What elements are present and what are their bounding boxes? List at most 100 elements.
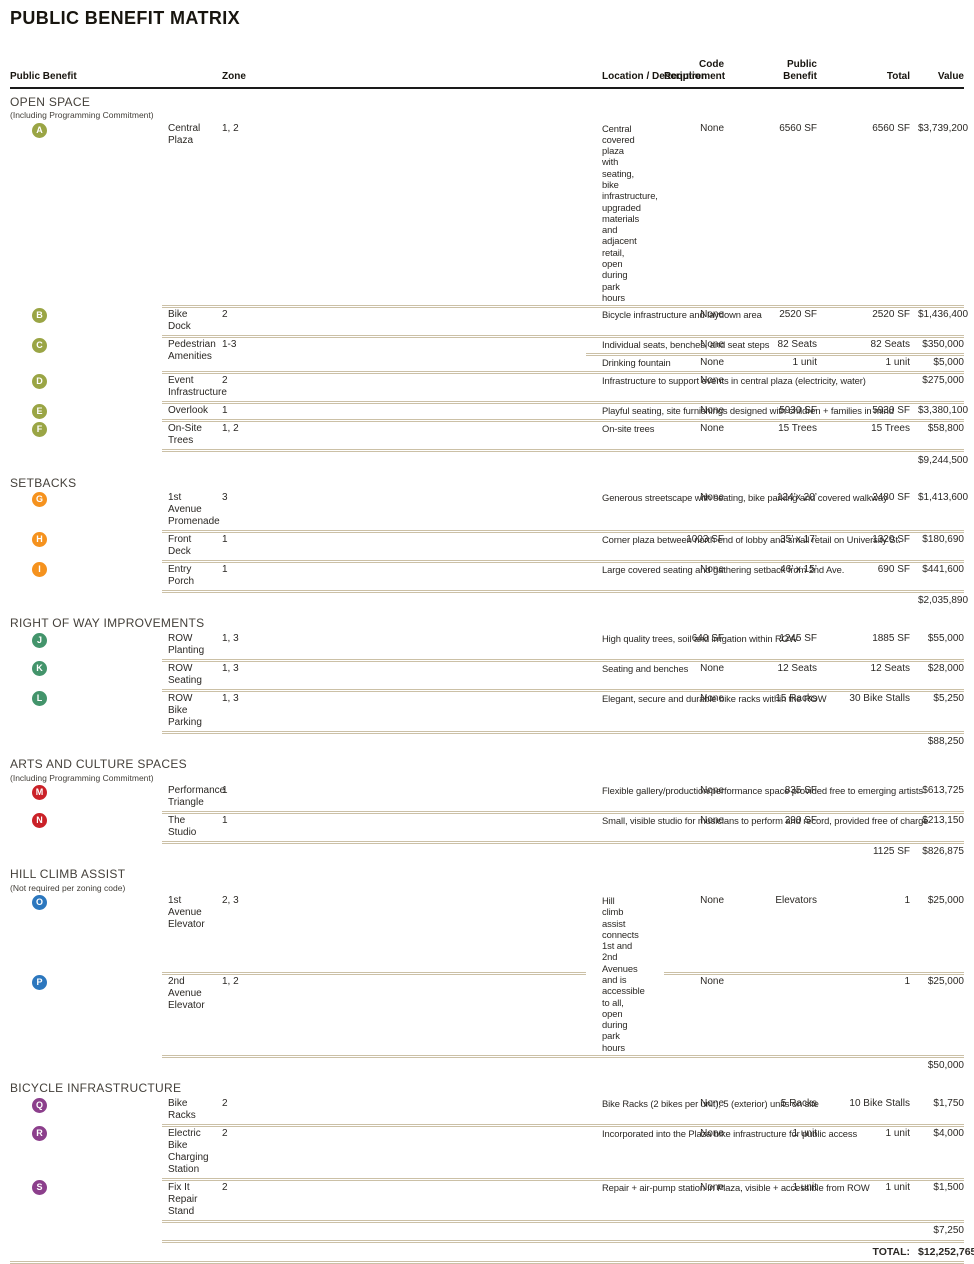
section-subtotal-row: $2,035,890 [10, 591, 968, 610]
row-description: Repair + air-pump station in Plaza, visi… [586, 1179, 870, 1223]
row-description: Flexible gallery/production/performance … [586, 783, 923, 814]
row-badge: H [32, 532, 47, 548]
row-name: Front Deck [162, 531, 206, 563]
row-badge: A [32, 122, 47, 138]
row-value: $275,000 [918, 372, 964, 405]
benefit-row-O: O 1st Avenue Elevator 2, 3 Hill climb assis… [10, 894, 964, 1058]
row-description: Corner plaza between north end of lobby … [586, 531, 901, 563]
row-value: $441,600 [918, 561, 964, 593]
row-name: Performance Triangle [162, 783, 225, 814]
row-value: $1,500 [918, 1179, 964, 1223]
row-zone: 1, 2 [206, 420, 586, 453]
row-total: 1 [828, 894, 918, 976]
section-subtotal-row: $9,244,500 [10, 451, 969, 470]
row-code-requirement: None [664, 420, 736, 453]
row-description: Large covered seating and gathering setb… [586, 561, 844, 593]
row-public-benefit: 46’ x 15’ [736, 561, 828, 593]
row-code-requirement: None [664, 336, 736, 357]
row-badge: Q [32, 1097, 47, 1113]
section-subtotal-row: $7,250 [10, 1221, 964, 1244]
row-zone: 1, 2 [206, 973, 586, 1058]
row-code-requirement: None [664, 354, 736, 375]
row-name: ROW Bike Parking [162, 690, 206, 734]
row-value: $1,436,400 [918, 306, 968, 339]
benefit-row-P: P 2nd Avenue Elevator 1, 2 None 1 $25,000 [10, 973, 964, 1058]
section-title: RIGHT OF WAY IMPROVEMENTS [10, 616, 205, 631]
subtotal-value: $7,250 [918, 1221, 964, 1244]
section-header-row: HILL CLIMB ASSIST (Not required per zonin… [10, 861, 964, 894]
row-badge: N [32, 813, 47, 829]
benefit-row-R: R Electric Bike Charging Station 2 Incorpor… [10, 1125, 964, 1181]
row-name: Overlook [162, 402, 208, 423]
row-badge: P [32, 974, 47, 990]
subtotal-total [828, 451, 918, 470]
row-value: $3,380,100 [918, 402, 968, 423]
row-badge: L [32, 691, 47, 707]
row-badge: R [32, 1126, 47, 1142]
row-value: $213,150 [918, 812, 964, 844]
section-note: (Including Programming Commitment) [10, 110, 154, 121]
benefit-row-B: B Bike Dock 2 Bicycle infrastructure and la… [10, 306, 968, 339]
row-total: 1 unit [828, 1125, 918, 1181]
row-description: Bike Racks (2 bikes per unit), 5 (exteri… [586, 1096, 819, 1127]
row-public-benefit: 35’ x 17’ [736, 531, 828, 563]
row-code-requirement: None [664, 402, 736, 423]
row-description: Bicycle infrastructure and laydown area [586, 306, 762, 339]
row-value: $25,000 [918, 894, 964, 976]
col-header-code-requirement: Code Requirement [664, 29, 736, 89]
row-value: $350,000 [918, 336, 964, 357]
subtotal-total [828, 591, 918, 610]
row-total: 6560 SF [828, 121, 918, 309]
row-badge: J [32, 632, 47, 648]
row-badge: S [32, 1180, 47, 1196]
row-public-benefit: 1 unit [736, 1125, 828, 1181]
row-name: ROW Seating [162, 660, 206, 692]
row-zone: 1-3 [206, 336, 586, 375]
section-subtotal-row: $50,000 [10, 1056, 964, 1075]
row-value: $55,000 [918, 631, 964, 662]
row-value: $58,800 [918, 420, 964, 453]
row-total: 1 unit [828, 1179, 918, 1223]
row-value: $5,250 [918, 690, 964, 734]
row-public-benefit: 1 unit [736, 354, 828, 375]
benefit-row-M: M Performance Triangle 1 Flexible gallery/p… [10, 783, 964, 814]
row-name: Bike Racks [162, 1096, 206, 1127]
row-total: 10 Bike Stalls [828, 1096, 918, 1127]
row-zone: 1, 3 [206, 690, 586, 734]
row-code-requirement: None [664, 490, 736, 533]
row-zone: 1 [206, 783, 586, 814]
benefit-row-L: L ROW Bike Parking 1, 3 Elegant, secure and… [10, 690, 964, 734]
row-name: Entry Porch [162, 561, 206, 593]
row-badge: O [32, 895, 47, 911]
row-name: Fix It Repair Stand [162, 1179, 206, 1223]
row-total [828, 812, 918, 844]
row-value: $4,000 [918, 1125, 964, 1181]
row-description: Incorporated into the Plaza bike infrast… [586, 1125, 857, 1181]
row-description: Generous streetscape with seating, bike … [586, 490, 888, 533]
benefit-row-K: K ROW Seating 1, 3 Seating and benches None 1… [10, 660, 964, 692]
row-description: Drinking fountain [586, 354, 671, 375]
subtotal-value: $9,244,500 [918, 454, 969, 466]
benefit-row-E: E Overlook 1 Playful seating, site furnishi… [10, 402, 968, 423]
section-header-row: OPEN SPACE (Including Programming Commitm… [10, 88, 964, 122]
row-value: $1,413,600 [918, 490, 968, 533]
benefit-row-I: I Entry Porch 1 Large covered seating and g… [10, 561, 964, 593]
row-description: Hill climb assist connects 1st and 2nd A… [586, 894, 664, 1058]
row-public-benefit [736, 372, 828, 405]
row-public-benefit: 15 Trees [736, 420, 828, 453]
row-badge: K [32, 661, 47, 677]
row-public-benefit: 290 SF [736, 812, 828, 844]
section-title: SETBACKS [10, 475, 77, 490]
section-note: (Including Programming Commitment) [10, 772, 154, 783]
row-badge: E [32, 403, 47, 419]
grand-total-value: $12,252,765 [918, 1241, 974, 1264]
row-public-benefit: 2520 SF [736, 306, 828, 339]
row-public-benefit: Elevators [736, 894, 828, 976]
row-total: 1885 SF [828, 631, 918, 662]
benefit-matrix-table: Public Benefit Zone Location / Descripti… [10, 29, 974, 1264]
section-title: OPEN SPACE [10, 95, 91, 109]
section-title: ARTS AND CULTURE SPACES [10, 757, 187, 772]
row-value: $28,000 [918, 660, 964, 692]
row-description: Individual seats, benches, and seat step… [586, 336, 769, 357]
row-description: On-site trees [586, 420, 664, 453]
